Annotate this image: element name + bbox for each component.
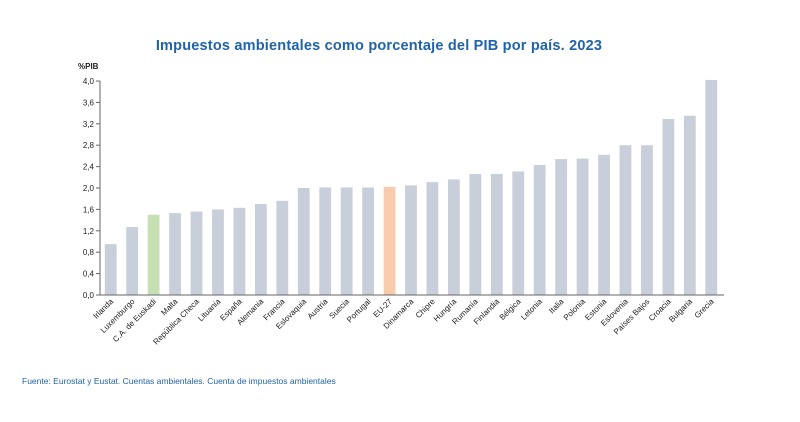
bar-lituania (212, 209, 224, 295)
y-axis-unit-label: %PIB (78, 62, 99, 71)
bar-estonia (598, 154, 610, 295)
bar-finlandia (490, 174, 503, 295)
y-tick-label: 1,2 (83, 227, 95, 236)
y-tick-label: 3,2 (83, 120, 95, 129)
bar-dinamarca (405, 185, 417, 295)
x-category-label: Portugal (345, 297, 373, 325)
y-tick-label: 0,8 (83, 248, 95, 257)
x-category-label: Austria (306, 297, 330, 321)
y-tick-label: 2,8 (83, 141, 95, 150)
x-category-label: Letonia (519, 297, 544, 322)
x-category-label: Bulgaria (667, 297, 695, 325)
bar-francia (276, 200, 289, 295)
bar-luxemburgo (126, 227, 139, 295)
bar-malta (169, 213, 181, 295)
x-category-label: Italia (547, 297, 566, 316)
y-tick-label: 1,6 (83, 205, 95, 214)
x-category-label: Polonia (562, 297, 588, 323)
bar-rumanía (469, 174, 482, 295)
bar-eslovaquia (297, 188, 310, 295)
bar-eu-27 (383, 186, 396, 295)
bar-eslovenia (619, 145, 632, 295)
bar-portugal (362, 187, 375, 295)
bar-república-checa (190, 211, 203, 295)
bars (104, 79, 718, 296)
bar-bulgaria (683, 115, 696, 296)
bar-irlanda (104, 244, 117, 295)
x-category-label: Lituania (196, 297, 223, 324)
x-category-label: Grecia (693, 297, 716, 320)
x-category-label: Bélgica (498, 297, 523, 322)
y-tick-label: 4,0 (83, 77, 95, 86)
bar-italia (555, 159, 568, 295)
bar-grecia (705, 79, 718, 296)
bar-chipre (426, 182, 439, 295)
bar-bélgica (512, 171, 525, 295)
y-tick-label: 2,0 (83, 184, 95, 193)
y-tick-label: 0,4 (83, 270, 95, 279)
bar-c-a-de-euskadi (147, 214, 160, 295)
bar-polonia (576, 158, 589, 295)
bar-suecia (340, 187, 353, 295)
chart-title: Impuestos ambientales como porcentaje de… (155, 38, 603, 54)
source-note: Fuente: Eurostat y Eustat. Cuentas ambie… (22, 376, 336, 386)
bar-hungría (447, 179, 460, 295)
y-tick-label: 3,6 (83, 98, 95, 107)
bar-croacia (662, 118, 675, 295)
y-tick-label: 0,0 (83, 291, 95, 300)
bar-países-bajos (641, 145, 653, 295)
bar-austria (319, 187, 332, 295)
bar-españa (233, 207, 246, 295)
bar-alemania (254, 204, 267, 295)
y-tick-label: 2,4 (83, 163, 95, 172)
y-axis-ticks: 0,0 0,4 0,8 1,2 1,6 2,0 2,4 2,8 3,2 3,6 4,0 (83, 77, 100, 300)
bar-letonia (533, 164, 546, 295)
